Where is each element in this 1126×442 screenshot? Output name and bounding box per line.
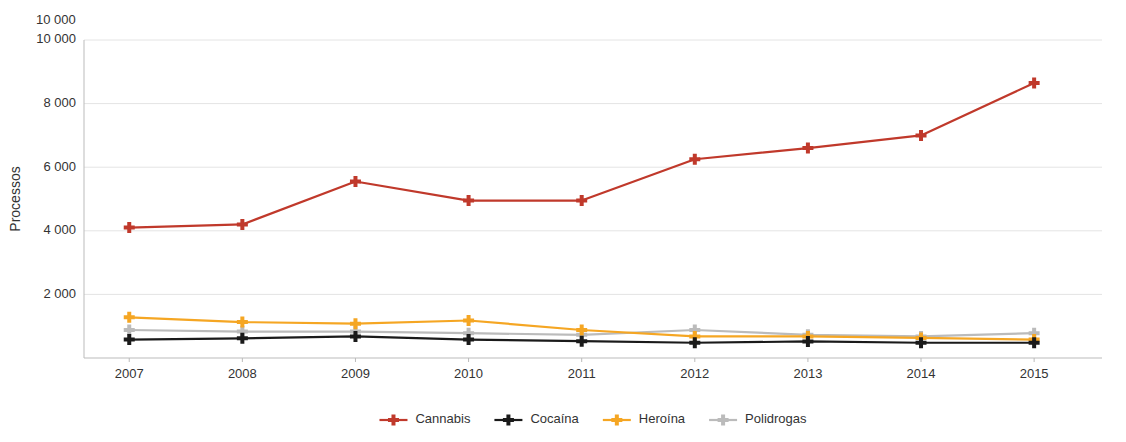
- grid-line: [84, 167, 1102, 168]
- grid-line: [84, 103, 1102, 104]
- legend: Cannabis Cocaína Heroína Polidrogas: [379, 411, 807, 426]
- x-tick-label: 2010: [454, 366, 483, 381]
- legend-label: Heroína: [639, 411, 686, 426]
- x-tick-label: 2014: [907, 366, 936, 381]
- point: [689, 337, 700, 348]
- point: [463, 195, 474, 206]
- series: [124, 77, 1040, 233]
- point: [237, 219, 248, 230]
- point: [576, 336, 587, 347]
- point: [237, 317, 248, 328]
- legend-label: Polidrogas: [745, 411, 807, 426]
- y-tick-label: 2 000: [43, 286, 76, 301]
- legend-marker: [611, 415, 622, 426]
- grid-line: [84, 40, 1102, 41]
- grid: [84, 40, 1102, 294]
- legend-marker: [388, 415, 399, 426]
- point: [689, 154, 700, 165]
- x-tick: [242, 358, 243, 362]
- point: [802, 336, 813, 347]
- y-tick-label: 4 000: [43, 222, 76, 237]
- legend-marker: [503, 415, 514, 426]
- x-tick: [807, 358, 808, 362]
- y-tick-label: 6 000: [43, 159, 76, 174]
- point: [463, 315, 474, 326]
- x-tick: [921, 358, 922, 362]
- legend-item: Cocaína: [494, 411, 579, 426]
- series: [124, 331, 1040, 348]
- x-tick-label: 2015: [1020, 366, 1049, 381]
- y-axis-line: [84, 40, 85, 358]
- point: [463, 334, 474, 345]
- point: [1029, 337, 1040, 348]
- grid-line: [84, 294, 1102, 295]
- point: [350, 176, 361, 187]
- series-line: [129, 83, 1034, 228]
- point: [237, 333, 248, 344]
- legend-label: Cocaína: [530, 411, 579, 426]
- y-tick-label: 10 000: [36, 31, 76, 46]
- legend-item: Cannabis: [379, 411, 470, 426]
- point: [350, 331, 361, 342]
- x-tick-label: 2008: [228, 366, 257, 381]
- point: [1029, 77, 1040, 88]
- x-tick: [468, 358, 469, 362]
- legend-item: Heroína: [603, 411, 686, 426]
- grid-line: [84, 230, 1102, 231]
- x-tick-label: 2007: [115, 366, 144, 381]
- y-axis-label: Processos: [7, 166, 23, 231]
- legend-label: Cannabis: [415, 411, 470, 426]
- y-tick-label: 8 000: [43, 95, 76, 110]
- x-tick: [355, 358, 356, 362]
- point: [802, 143, 813, 154]
- x-tick-label: 2009: [341, 366, 370, 381]
- legend-item: Polidrogas: [709, 411, 807, 426]
- x-tick-label: 2011: [568, 366, 596, 381]
- point: [350, 318, 361, 329]
- point: [916, 130, 927, 141]
- x-tick: [1034, 358, 1035, 362]
- point: [124, 334, 135, 345]
- annotation: 10 000: [36, 12, 76, 27]
- point: [124, 325, 135, 336]
- x-tick: [129, 358, 130, 362]
- x-axis-line: [84, 358, 1102, 359]
- point: [576, 325, 587, 336]
- point: [576, 195, 587, 206]
- point: [916, 337, 927, 348]
- legend-marker: [718, 415, 729, 426]
- x-tick-label: 2013: [793, 366, 822, 381]
- x-tick: [581, 358, 582, 362]
- x-tick-label: 2012: [680, 366, 709, 381]
- point: [124, 222, 135, 233]
- plot-area: [124, 77, 1040, 348]
- x-tick: [694, 358, 695, 362]
- chart: 2 000 4 000 6 000 8 000 10 000 2007 2008 2009 20…: [0, 0, 1126, 442]
- point: [124, 312, 135, 323]
